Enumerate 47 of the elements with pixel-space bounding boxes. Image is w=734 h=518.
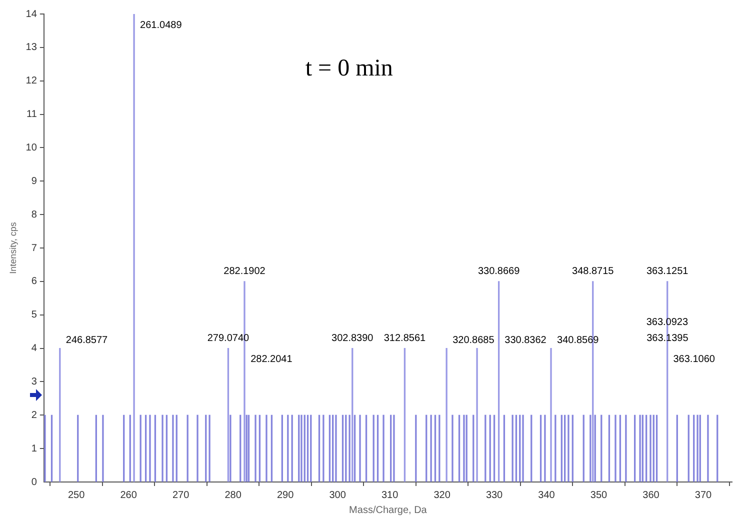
annotation: 312.8561 xyxy=(384,333,426,344)
x-tick-label: 340 xyxy=(538,490,556,501)
y-tick-label: 8 xyxy=(31,209,38,220)
x-tick-label: 310 xyxy=(381,490,399,501)
x-tick-label: 330 xyxy=(486,490,504,501)
annotation: 340.8569 xyxy=(557,335,600,346)
annotation: 330.8669 xyxy=(478,266,520,278)
x-tick-label: 270 xyxy=(172,490,190,501)
y-tick-label: 0 xyxy=(31,476,38,488)
annotation: 261.0489 xyxy=(140,20,182,31)
x-axis-title: Mass/Charge, Da xyxy=(349,504,428,516)
y-tick-label: 12 xyxy=(26,76,38,87)
y-tick-label: 6 xyxy=(31,276,38,288)
y-axis-title: Intensity, cps xyxy=(8,222,18,274)
annotation: 302.8390 xyxy=(332,333,374,344)
y-tick-label: 14 xyxy=(26,8,38,20)
y-tick-label: 5 xyxy=(31,310,38,321)
y-tick-label: 2 xyxy=(31,410,38,421)
annotation: 279.0740 xyxy=(207,333,250,344)
annotation: 363.0923 xyxy=(646,317,688,328)
annotation: 330.8362 xyxy=(504,335,547,346)
annotation: 363.1251 xyxy=(646,266,689,278)
x-tick-label: 360 xyxy=(642,490,660,501)
y-tick-label: 13 xyxy=(26,42,38,54)
x-tick-label: 250 xyxy=(68,490,86,501)
annotation: t = 0 min xyxy=(305,55,393,82)
y-tick-label: 4 xyxy=(31,343,38,354)
annotation: 363.1395 xyxy=(646,333,689,344)
x-tick-label: 350 xyxy=(590,490,608,501)
y-tick-label: 3 xyxy=(31,376,38,388)
annotation: 282.1902 xyxy=(224,266,266,278)
x-tick-label: 300 xyxy=(329,490,346,501)
annotation: 320.8685 xyxy=(452,335,495,346)
x-tick-label: 370 xyxy=(694,490,712,501)
y-tick-label: 9 xyxy=(31,176,38,187)
annotation: 348.8715 xyxy=(572,266,614,278)
y-tick-label: 11 xyxy=(26,109,38,120)
y-tick-label: 10 xyxy=(26,142,38,154)
x-tick-label: 320 xyxy=(434,490,451,501)
annotation: 282.2041 xyxy=(250,354,293,366)
x-tick-label: 260 xyxy=(120,490,138,501)
annotation: 246.8577 xyxy=(66,335,108,346)
x-tick-label: 290 xyxy=(276,490,294,501)
annotation: 363.1060 xyxy=(673,354,716,366)
y-tick-label: 1 xyxy=(31,443,38,454)
x-tick-label: 280 xyxy=(224,490,242,501)
y-tick-label: 7 xyxy=(31,242,38,254)
